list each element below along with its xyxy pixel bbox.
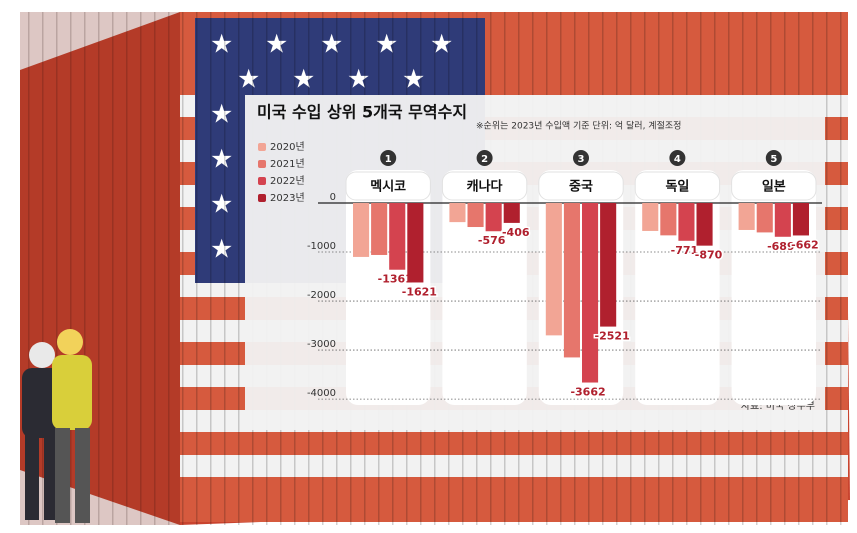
- legend-swatch: [258, 160, 266, 168]
- value-label: -2521: [595, 330, 630, 343]
- category-label: 중국: [569, 180, 593, 195]
- bar: [486, 203, 502, 231]
- rank-number: 2: [481, 154, 488, 165]
- workers: [22, 329, 92, 523]
- value-label: -1621: [402, 285, 437, 298]
- legend-label: 2022년: [270, 175, 305, 187]
- chart-title: 미국 수입 상위 5개국 무역수지: [257, 103, 467, 122]
- y-tick-label: -3000: [307, 339, 336, 350]
- y-tick-label: -2000: [307, 290, 336, 301]
- rank-number: 4: [674, 154, 681, 165]
- y-tick-label: -1000: [307, 241, 336, 252]
- legend-swatch: [258, 177, 266, 185]
- rank-number: 1: [385, 154, 392, 165]
- bar: [582, 203, 598, 383]
- bar: [468, 203, 484, 227]
- y-tick-label: -4000: [307, 388, 336, 399]
- bar: [660, 203, 676, 235]
- bar: [739, 203, 755, 230]
- subtitle: ※순위는 2023년 수입액 기준 단위: 억 달러, 계절조정: [476, 120, 681, 132]
- legend-swatch: [258, 143, 266, 151]
- legend-swatch: [258, 194, 266, 202]
- bar: [407, 203, 423, 282]
- value-label: -3662: [570, 386, 605, 399]
- category-label: 멕시코: [370, 179, 406, 195]
- infographic: ★★★★★ ★★★★ ★★★★ 미국 수입 상위 5개국 무역수지 ※순위는 2…: [0, 0, 857, 533]
- y-tick-label: 0: [330, 192, 336, 203]
- bar: [642, 203, 658, 231]
- bar: [757, 203, 773, 232]
- value-label: -870: [695, 249, 723, 262]
- bar: [697, 203, 713, 246]
- legend-label: 2023년: [270, 192, 305, 204]
- rank-number: 5: [770, 154, 777, 165]
- bar: [600, 203, 616, 327]
- value-label: -662: [791, 238, 819, 251]
- category-label: 일본: [762, 180, 786, 195]
- legend-label: 2021년: [270, 158, 305, 170]
- bar: [371, 203, 387, 255]
- value-label: -406: [502, 226, 530, 239]
- bar: [504, 203, 520, 223]
- legend-label: 2020년: [270, 141, 305, 153]
- bar: [389, 203, 405, 270]
- category-label: 독일: [665, 180, 689, 195]
- bar: [793, 203, 809, 235]
- bar: [564, 203, 580, 357]
- bar: [546, 203, 562, 335]
- category-label: 캐나다: [467, 179, 503, 195]
- bar: [678, 203, 694, 241]
- rank-number: 3: [578, 154, 585, 165]
- bar: [449, 203, 465, 222]
- bar: [775, 203, 791, 237]
- bar: [353, 203, 369, 257]
